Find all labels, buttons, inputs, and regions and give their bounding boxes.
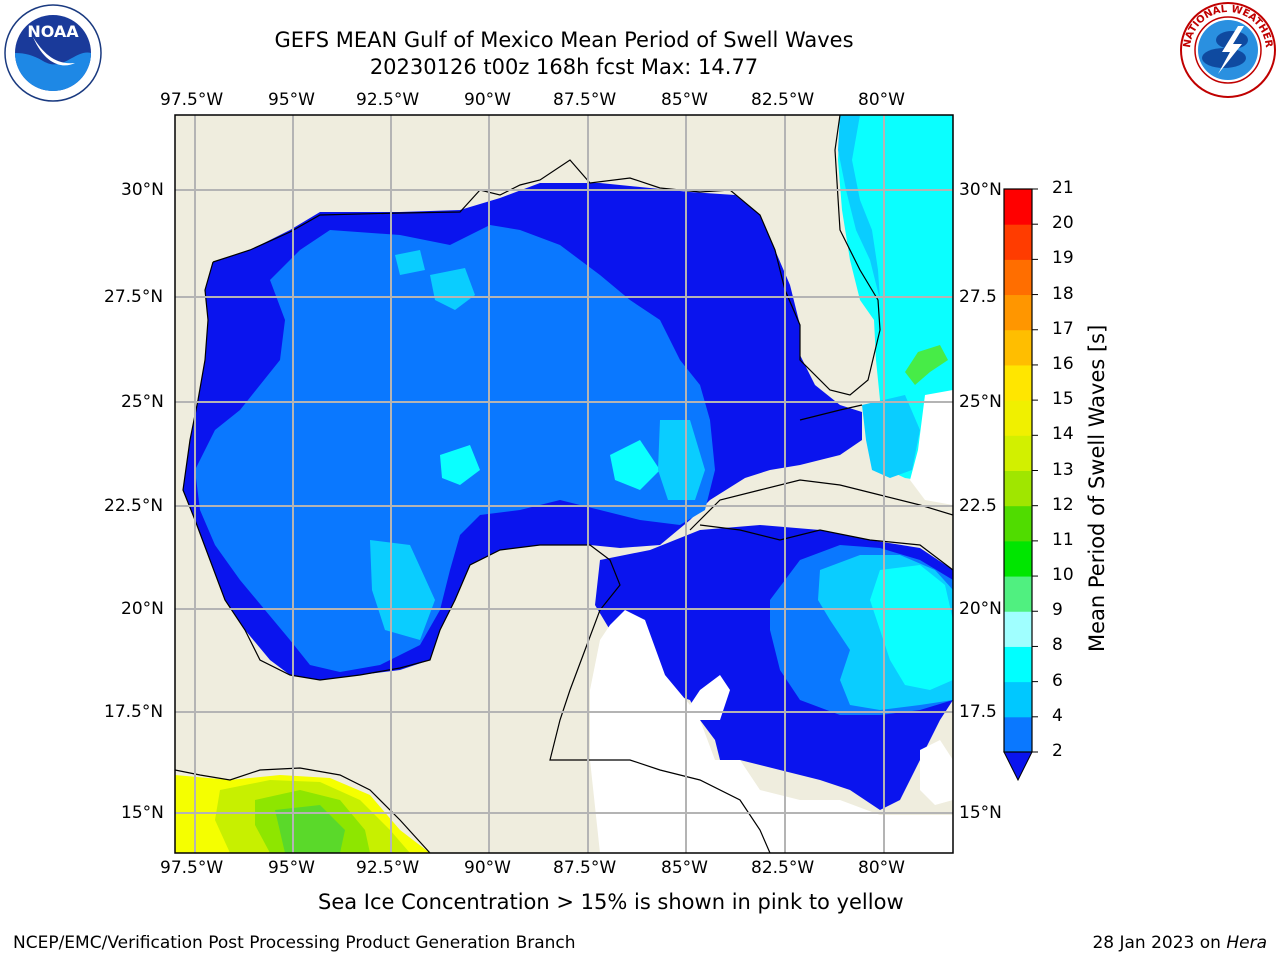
bahamas-gap <box>910 390 953 505</box>
sea-ice-note: Sea Ice Concentration > 15% is shown in … <box>318 890 904 914</box>
colorbar-tick-label: 12 <box>1052 494 1074 515</box>
lat-label-right: 17.5 <box>959 702 997 722</box>
lat-label-left: 30°N <box>121 180 164 200</box>
colorbar-bin <box>1004 716 1032 753</box>
colorbar-tick-label: 16 <box>1052 353 1074 374</box>
lon-label-bottom: 92.5°W <box>356 858 420 878</box>
colorbar-tick-label: 20 <box>1052 213 1074 234</box>
atlantic-swell-blue-south <box>862 395 920 478</box>
gulf-swell-cyan-5 <box>370 540 435 640</box>
colorbar-bin <box>1004 576 1032 612</box>
lat-label-left: 17.5°N <box>104 702 164 722</box>
gulf-swell-cyan-4 <box>658 420 705 500</box>
nws-logo: NATIONAL WEATHER SERVICE <box>1176 0 1276 98</box>
caribbean-swell-cyan-light <box>870 565 953 690</box>
colorbar-bin <box>1004 435 1032 471</box>
colorbar-tick-label: 17 <box>1052 318 1074 339</box>
footer-date-text: 28 Jan 2023 on <box>1092 933 1227 953</box>
atlantic-swell-green <box>905 345 948 385</box>
colorbar-tick-label: 9 <box>1052 600 1063 621</box>
lon-label-bottom: 90°W <box>464 858 511 878</box>
colorbar-tick-label: 18 <box>1052 283 1074 304</box>
lon-label-bottom: 87.5°W <box>553 858 617 878</box>
footer-host: Hera <box>1226 933 1267 953</box>
colorbar-tick-label: 19 <box>1052 248 1074 269</box>
colorbar-bin <box>1004 470 1032 507</box>
colorbar-title: Mean Period of Swell Waves [s] <box>1085 324 1109 652</box>
noaa-logo: NOAA <box>4 4 102 102</box>
caribbean-gap-1 <box>590 610 953 853</box>
gulf-swell-cyan-6 <box>395 250 425 275</box>
lat-label-right: 15°N <box>959 803 1002 823</box>
lat-label-right: 27.5 <box>959 287 997 307</box>
colorbar-bin <box>1004 329 1032 366</box>
colorbar-under-triangle <box>1003 751 1033 782</box>
map-title: GEFS MEAN Gulf of Mexico Mean Period of … <box>274 28 854 52</box>
colorbar-tick-label: 14 <box>1052 424 1074 445</box>
map-frame <box>174 114 954 854</box>
lat-label-right: 22.5 <box>959 496 997 516</box>
lat-label-right: 30°N <box>959 180 1002 200</box>
gulf-swell-cyan-3 <box>610 440 660 490</box>
colorbar-tick-label: 8 <box>1052 635 1063 656</box>
colorbar-bin <box>1004 505 1032 542</box>
lon-label-bottom: 80°W <box>858 858 905 878</box>
colorbar <box>1003 188 1038 782</box>
colorbar-bin <box>1004 189 1032 225</box>
map-layers <box>175 115 953 853</box>
footer-branch: NCEP/EMC/Verification Post Processing Pr… <box>13 933 576 953</box>
gulf-swell-blue <box>195 225 715 672</box>
map-subtitle: 20230126 t00z 168h fcst Max: 14.77 <box>369 55 759 79</box>
colorbar-bin <box>1004 294 1032 331</box>
lon-label-top: 82.5°W <box>751 90 815 110</box>
lon-label-top: 92.5°W <box>356 90 420 110</box>
colorbar-bin <box>1004 224 1032 260</box>
colorbar-bin <box>1004 259 1032 296</box>
colorbar-ticks <box>1032 188 1038 753</box>
colorbar-bins <box>1004 189 1032 753</box>
lat-label-left: 27.5°N <box>104 287 164 307</box>
colorbar-bin <box>1004 364 1032 401</box>
lat-label-left: 22.5°N <box>104 496 164 516</box>
lon-label-top: 80°W <box>858 90 905 110</box>
colorbar-tick-label: 21 <box>1052 178 1074 198</box>
colorbar-bin <box>1004 646 1032 683</box>
footer-date: 28 Jan 2023 on Hera <box>1092 933 1267 953</box>
colorbar-bin <box>1004 400 1032 436</box>
lon-label-bottom: 82.5°W <box>751 858 815 878</box>
colorbar-tick-label: 11 <box>1052 529 1074 550</box>
colorbar-tick-label: 6 <box>1052 670 1063 691</box>
colorbar-tick-label: 4 <box>1052 705 1063 726</box>
colorbar-tick-label: 2 <box>1052 741 1063 761</box>
lat-label-left: 20°N <box>121 599 164 619</box>
gulf-swell-cyan-2 <box>440 445 480 485</box>
lon-label-top: 90°W <box>464 90 511 110</box>
colorbar-tick-label: 15 <box>1052 389 1074 410</box>
lon-label-bottom: 97.5°W <box>160 858 224 878</box>
gulf-swell-cyan-1 <box>430 268 475 310</box>
caribbean-gap-2 <box>920 740 953 805</box>
noaa-logo-text: NOAA <box>27 22 79 41</box>
lat-label-right: 20°N <box>959 599 1002 619</box>
lon-label-top: 97.5°W <box>160 90 224 110</box>
lon-label-top: 87.5°W <box>553 90 617 110</box>
lat-label-left: 15°N <box>121 803 164 823</box>
colorbar-tick-label: 10 <box>1052 565 1074 586</box>
graticule <box>175 115 953 853</box>
lon-label-top: 95°W <box>268 90 315 110</box>
lat-label-left: 25°N <box>121 392 164 412</box>
colorbar-tick-label: 13 <box>1052 459 1074 480</box>
colorbar-bin <box>1004 540 1032 577</box>
lon-label-bottom: 85°W <box>661 858 708 878</box>
lat-label-right: 25°N <box>959 392 1002 412</box>
lon-label-bottom: 95°W <box>268 858 315 878</box>
colorbar-bin <box>1004 611 1032 647</box>
colorbar-bin <box>1004 681 1032 718</box>
atlantic-swell-blue <box>838 115 880 300</box>
lon-label-top: 85°W <box>661 90 708 110</box>
